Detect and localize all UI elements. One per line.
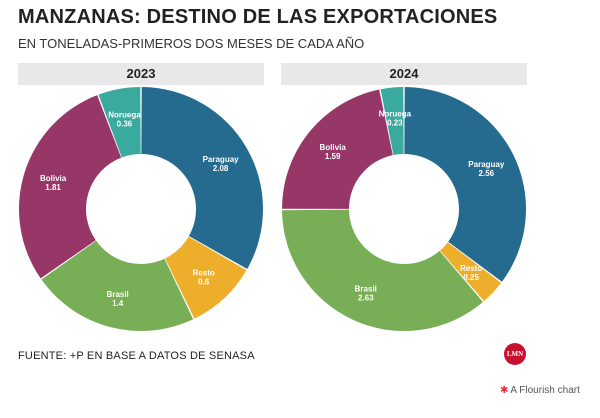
slice-2024-brasil[interactable] xyxy=(282,209,483,331)
slice-2023-brasil[interactable] xyxy=(41,240,194,331)
slice-label-2024-brasil: Brasil 2.63 xyxy=(355,285,377,303)
slice-2024-resto[interactable] xyxy=(440,242,502,302)
slice-label-2023-paraguay: Paraguay 2.08 xyxy=(203,155,240,173)
slice-label-2024-paraguay: Paraguay 2.56 xyxy=(468,160,505,178)
panel-title-2024: 2024 xyxy=(281,63,527,85)
source-note: FUENTE: +P EN BASE A DATOS DE SENASA xyxy=(18,350,255,362)
flourish-label: A Flourish chart xyxy=(510,385,580,396)
slice-2023-resto[interactable] xyxy=(165,236,247,319)
chart-title: MANZANAS: DESTINO DE LAS EXPORTACIONES xyxy=(18,6,498,28)
flourish-credit[interactable]: ✱ A Flourish chart xyxy=(500,385,580,396)
chart-subtitle: EN TONELADAS-PRIMEROS DOS MESES DE CADA … xyxy=(18,36,365,51)
slice-2023-paraguay[interactable] xyxy=(141,87,263,270)
slice-label-2024-bolivia: Bolivia 1.59 xyxy=(320,143,347,161)
slice-label-2023-noruega: Noruega 0.36 xyxy=(108,111,141,129)
slice-label-2023-bolivia: Bolivia 1.81 xyxy=(40,174,67,192)
slice-2024-bolivia[interactable] xyxy=(282,89,393,209)
slice-2023-bolivia[interactable] xyxy=(19,95,122,279)
flourish-star-icon: ✱ xyxy=(500,385,509,396)
slice-2023-noruega[interactable] xyxy=(98,87,141,158)
slice-2024-noruega[interactable] xyxy=(380,87,404,156)
slice-label-2024-noruega: Noruega 0.23 xyxy=(379,109,412,127)
slice-label-2023-resto: Resto 0.6 xyxy=(193,268,215,286)
slice-label-2023-brasil: Brasil 1.4 xyxy=(107,290,129,308)
slice-2024-paraguay[interactable] xyxy=(404,87,526,282)
slice-label-2024-resto: Resto 0.25 xyxy=(460,264,482,282)
lmn-logo: LMN xyxy=(504,343,526,365)
panel-title-2023: 2023 xyxy=(18,63,264,85)
